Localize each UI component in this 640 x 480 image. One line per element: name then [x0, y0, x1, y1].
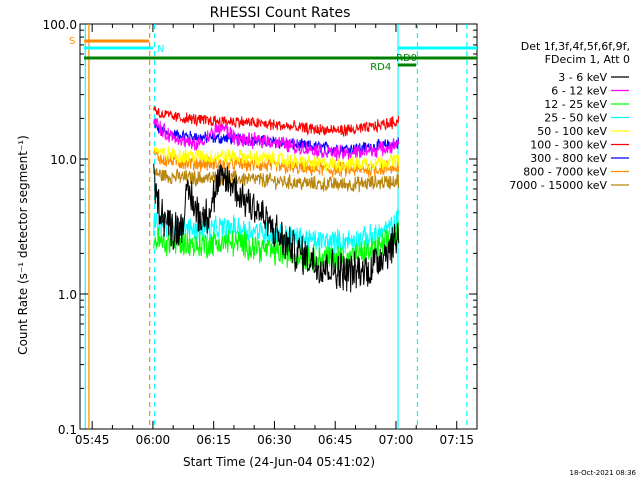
plot-timestamp: 18-Oct-2021 08:36	[570, 469, 637, 477]
x-tick-label-4: 06:45	[318, 433, 353, 447]
legend-label-5: 100 - 300 keV	[530, 139, 607, 152]
x-tick-label-3: 06:30	[257, 433, 292, 447]
flag-bars: S N RD0 RD4	[69, 36, 477, 73]
legend-label-6: 300 - 800 keV	[530, 152, 607, 165]
series-line-3-6keV	[153, 163, 400, 293]
legend-header-line-1: Det 1f,3f,4f,5f,6f,9f,	[521, 40, 630, 53]
plot-frame	[79, 23, 478, 430]
series-line-50-100keV	[153, 146, 400, 173]
series-line-6-12keV	[153, 117, 400, 162]
x-tick-label-1: 06:00	[136, 433, 171, 447]
x-axis-label: Start Time (24-Jun-04 05:41:02)	[183, 455, 375, 469]
x-tick-label-6: 07:15	[439, 433, 474, 447]
y-axis-label: Count Rate (s⁻¹ detector segment⁻¹)	[16, 135, 30, 355]
y-tick-label-3: 100.0	[43, 18, 77, 32]
x-tick-label-5: 07:00	[379, 433, 414, 447]
legend-label-0: 3 - 6 keV	[558, 71, 607, 84]
x-tick-label-2: 06:15	[196, 433, 231, 447]
legend-label-3: 25 - 50 keV	[544, 112, 607, 125]
series-lines	[153, 106, 400, 293]
flag-label-rd0: RD0	[396, 53, 417, 64]
plot-area	[79, 23, 478, 430]
axes: 0.1 1.0 10.0 100.0 05:45 06:00 06:15 06:30 06:45…	[43, 18, 478, 447]
legend-label-2: 12 - 25 keV	[544, 98, 607, 111]
y-tick-label-0: 0.1	[58, 423, 77, 437]
legend-label-8: 7000 - 15000 keV	[509, 179, 607, 192]
chart-title: RHESSI Count Rates	[210, 5, 351, 21]
legend: Det 1f,3f,4f,5f,6f,9f, FDecim 1, Att 0 3…	[509, 40, 630, 192]
legend-header-line-2: FDecim 1, Att 0	[545, 53, 630, 66]
legend-label-4: 50 - 100 keV	[537, 125, 607, 138]
x-tick-label-0: 05:45	[75, 433, 110, 447]
legend-label-1: 6 - 12 keV	[551, 85, 607, 98]
series-line-7000-15000keV	[153, 168, 400, 193]
y-tick-label-1: 1.0	[58, 288, 77, 302]
series-line-100-300keV	[153, 106, 400, 137]
flag-label-rd4: RD4	[370, 62, 391, 73]
legend-label-7: 800 - 7000 keV	[523, 166, 607, 179]
flag-label-n: N	[157, 44, 164, 55]
flag-label-s: S	[69, 36, 75, 47]
y-tick-label-2: 10.0	[50, 153, 77, 167]
